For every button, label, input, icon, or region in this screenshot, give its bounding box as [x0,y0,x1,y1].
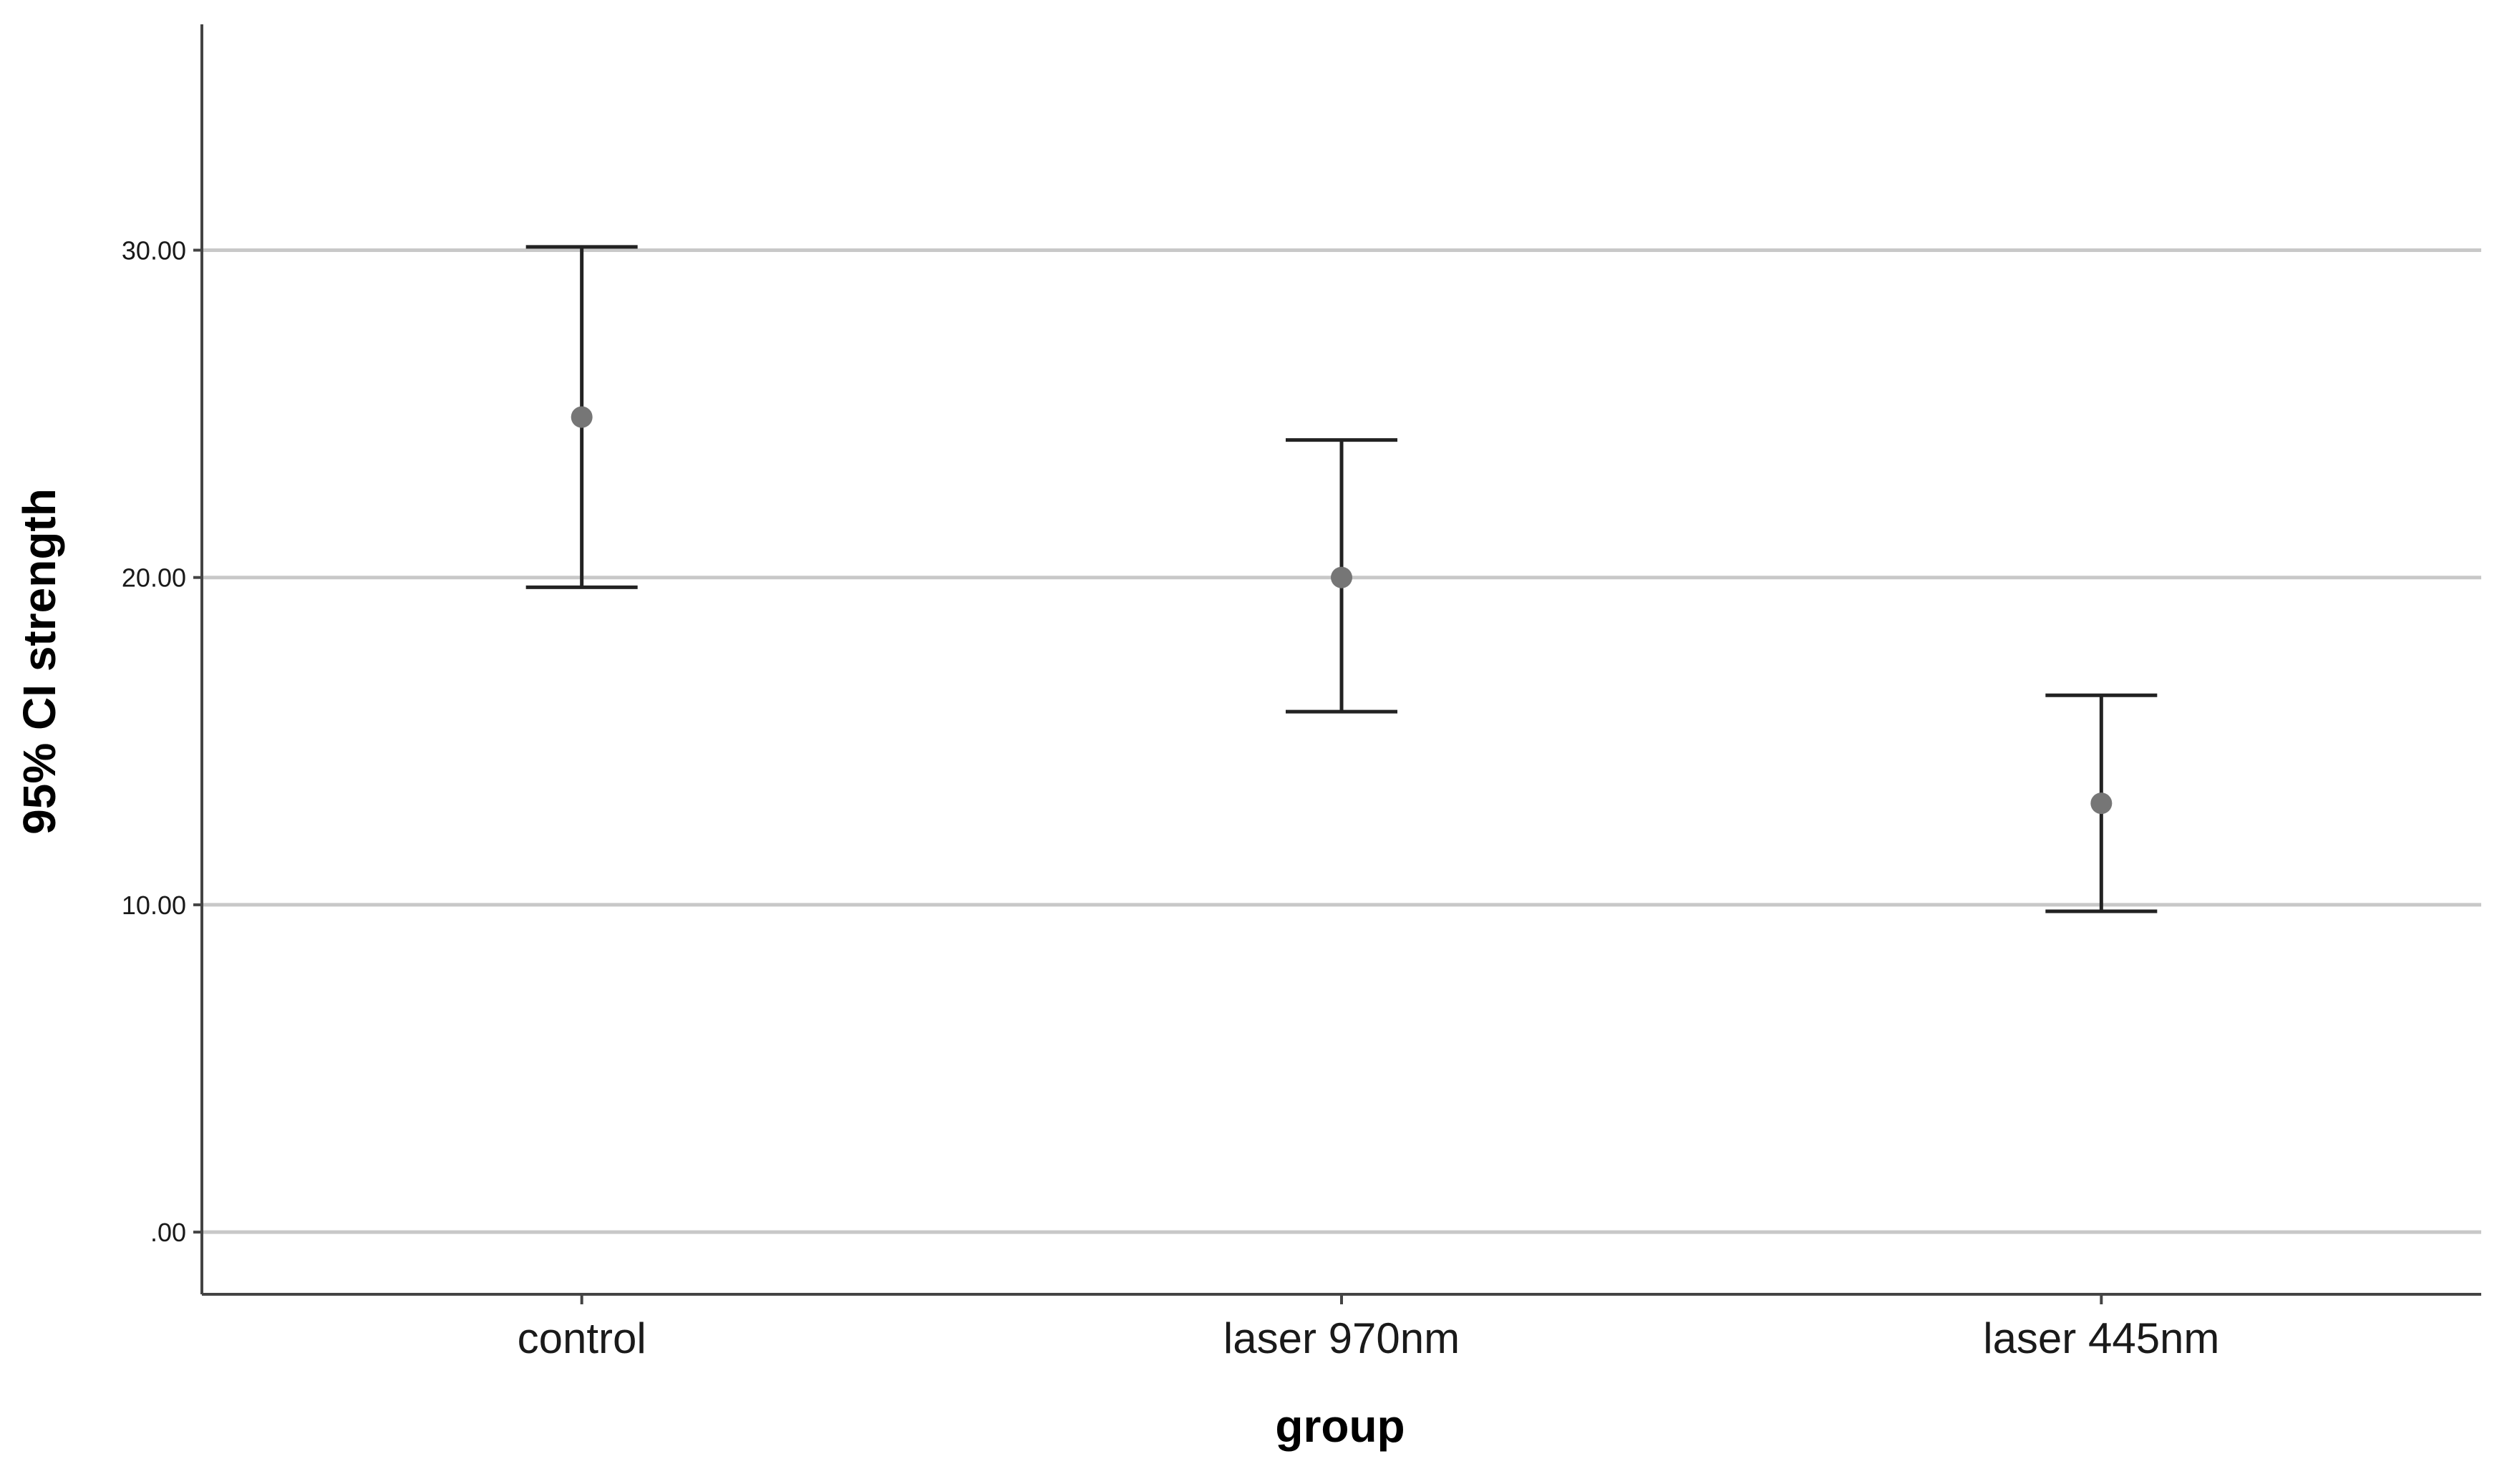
error-bars [525,245,2158,913]
mean-point [571,406,593,428]
mean-point [1331,566,1352,588]
error-bar-laser-970nm [1286,438,1397,714]
y-tick-label: 30.00 [122,236,186,265]
error-bar-control [525,245,638,589]
x-tick-label: laser 970nm [1223,1314,1460,1362]
mean-point [2090,792,2113,815]
y-tick-label: 10.00 [122,891,186,920]
x-tick-label: control [518,1314,646,1362]
tick-labels: .00 10.00 20.00 30.00 control laser 970nm lase… [122,236,2220,1362]
gridlines [202,248,2481,1234]
y-tick-label: 20.00 [122,563,186,593]
x-tick-label: laser 445nm [1983,1314,2219,1362]
x-axis-title: group [1275,1400,1405,1452]
error-bar-laser-445nm [2045,693,2158,913]
y-tick-label: .00 [150,1218,186,1247]
y-axis-title: 95% CI strength [14,488,65,835]
